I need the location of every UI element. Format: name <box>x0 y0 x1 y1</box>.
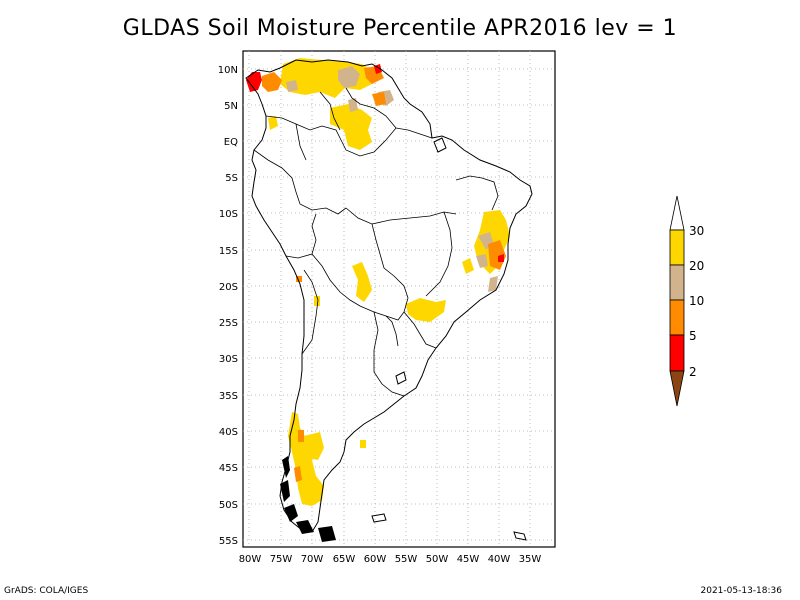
map-frame <box>242 50 556 548</box>
colorbar-bottom-arrow <box>669 370 685 407</box>
lat-tick-label: 45S <box>219 463 238 474</box>
colorbar-segment-10-20 <box>669 264 685 301</box>
percentile-5-10-areas <box>262 66 506 482</box>
lat-tick-label: 30S <box>219 354 238 365</box>
grid-lines <box>243 51 555 547</box>
longitude-tick-labels: 80W 75W 70W 65W 60W 55W 50W 45W 40W 35W <box>239 554 542 565</box>
lat-tick-label: 5S <box>225 173 238 184</box>
colorbar-segment-2-5 <box>669 334 685 372</box>
footer-credit: GrADS: COLA/IGES <box>4 586 89 596</box>
colorbar-label: 20 <box>689 259 704 273</box>
lon-tick-label: 75W <box>270 554 293 565</box>
lat-tick-label: 20S <box>219 282 238 293</box>
lon-tick-label: 60W <box>364 554 387 565</box>
lon-tick-label: 35W <box>519 554 542 565</box>
colorbar-label: 5 <box>689 329 697 343</box>
lon-tick-label: 40W <box>488 554 511 565</box>
southern-islands <box>280 456 336 542</box>
lat-tick-label: 35S <box>219 391 238 402</box>
colorbar-top-arrow <box>669 195 685 231</box>
lat-tick-label: EQ <box>224 137 238 148</box>
footer-timestamp: 2021-05-13-18:36 <box>700 586 783 596</box>
lon-tick-label: 80W <box>239 554 262 565</box>
lon-tick-label: 45W <box>457 554 480 565</box>
lon-tick-label: 55W <box>395 554 418 565</box>
colorbar-segment-20-30 <box>669 229 685 266</box>
lat-tick-label: 25S <box>219 318 238 329</box>
latitude-tick-labels: 10N 5N EQ 5S 10S 15S 20S 25S 30S 35S 40S… <box>218 65 238 547</box>
percentile-2-5-areas <box>246 64 504 262</box>
lon-tick-label: 70W <box>301 554 324 565</box>
percentile-10-20-areas <box>286 66 498 292</box>
lat-tick-label: 10N <box>218 65 238 76</box>
colorbar-label: 2 <box>689 365 697 379</box>
lon-tick-label: 50W <box>426 554 449 565</box>
lat-tick-label: 55S <box>219 536 238 547</box>
lat-tick-label: 5N <box>224 101 238 112</box>
colorbar: 30 20 10 5 2 <box>669 195 704 407</box>
colorbar-segment-5-10 <box>669 299 685 336</box>
lat-tick-label: 10S <box>219 209 238 220</box>
colorbar-label: 30 <box>689 224 704 238</box>
lat-tick-label: 40S <box>219 427 238 438</box>
lon-tick-label: 65W <box>333 554 356 565</box>
lat-tick-label: 15S <box>219 246 238 257</box>
colorbar-label: 10 <box>689 294 704 308</box>
lat-tick-label: 50S <box>219 500 238 511</box>
country-borders <box>253 87 499 397</box>
map-title: GLDAS Soil Moisture Percentile APR2016 l… <box>122 16 678 41</box>
coastlines <box>245 59 533 541</box>
